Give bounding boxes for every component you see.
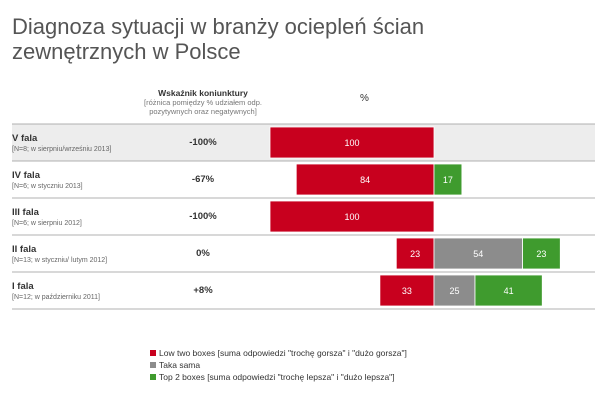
- legend-swatch: [150, 350, 156, 356]
- chart-title-line-1: Diagnoza sytuacji w branży ociepleń ścia…: [12, 14, 425, 39]
- row-label-name: III fala: [12, 207, 39, 218]
- row-label-note: [N=13; w styczniu/ lutym 2012]: [12, 257, 108, 264]
- indicator-value: 0%: [196, 248, 210, 259]
- row-label-note: [N=6; w sierpniu 2012]: [12, 220, 82, 227]
- indicator-header-title: Wskaźnik koniunktury: [158, 88, 248, 98]
- legend-swatch: [150, 362, 156, 368]
- bar-top: [433, 163, 463, 196]
- legend: Low two boxes [suma odpowiedzi "trochę g…: [150, 347, 407, 383]
- bar-low: [269, 200, 435, 233]
- bar-low: [379, 274, 435, 307]
- row-label: V fala [N=8; w sierpniu/wrześniu 2013]: [12, 133, 111, 154]
- bar-value-label: 17: [443, 175, 453, 185]
- row-label-name: IV fala: [12, 170, 40, 181]
- indicator-value: -100%: [189, 211, 217, 222]
- bar-value-label: 25: [449, 286, 459, 296]
- row-label: III fala [N=6; w sierpniu 2012]: [12, 207, 82, 228]
- row-label-note: [N=12; w październiku 2011]: [12, 294, 101, 301]
- legend-label: Low two boxes [suma odpowiedzi "trochę g…: [159, 348, 407, 358]
- bar-value-label: 23: [536, 249, 546, 259]
- bar-value-label: 100: [344, 138, 359, 148]
- chart-title: Diagnoza sytuacji w branży ociepleń ścia…: [12, 14, 572, 64]
- bar-top: [474, 274, 543, 307]
- row-label-name: II fala: [12, 244, 37, 255]
- bar-low: [269, 126, 435, 159]
- row-label-note: [N=6; w styczniu 2013]: [12, 183, 83, 190]
- bar-value-label: 100: [344, 212, 359, 222]
- bar-low: [295, 163, 435, 196]
- bar-value-label: 84: [360, 175, 370, 185]
- row-label-note: [N=8; w sierpniu/wrześniu 2013]: [12, 146, 112, 153]
- indicator-header-subtitle: [różnica pomiędzy % udziałem odp. pozyty…: [144, 98, 262, 116]
- legend-item: Taka sama: [150, 359, 407, 371]
- indicator-value: +8%: [193, 285, 213, 296]
- legend-item: Low two boxes [suma odpowiedzi "trochę g…: [150, 347, 407, 359]
- legend-swatch: [150, 374, 156, 380]
- bar-value-label: 33: [402, 286, 412, 296]
- bar-low: [395, 237, 435, 270]
- row-label-name: I fala: [12, 281, 34, 292]
- percent-column-header: %: [360, 93, 369, 104]
- bar-same: [433, 274, 476, 307]
- chart-title-line-2: zewnętrznych w Polsce: [12, 39, 241, 64]
- indicator-value: -67%: [191, 174, 215, 185]
- bar-value-label: 23: [410, 249, 420, 259]
- legend-item: Top 2 boxes [suma odpowiedzi "trochę lep…: [150, 371, 407, 383]
- legend-label: Taka sama: [159, 360, 201, 370]
- bar-value-label: 54: [473, 249, 483, 259]
- row-label: IV fala [N=6; w styczniu 2013]: [12, 170, 83, 191]
- indicator-column-header: Wskaźnik koniunktury [różnica pomiędzy %…: [138, 88, 268, 116]
- row-label: I fala [N=12; w październiku 2011]: [12, 281, 100, 302]
- bar-value-label: 41: [504, 286, 514, 296]
- bar-same: [433, 237, 523, 270]
- indicator-value: -100%: [189, 137, 217, 148]
- row-label-name: V fala: [12, 133, 38, 144]
- legend-label: Top 2 boxes [suma odpowiedzi "trochę lep…: [159, 372, 395, 382]
- bar-top: [522, 237, 561, 270]
- row-label: II fala [N=13; w styczniu/ lutym 2012]: [12, 244, 107, 265]
